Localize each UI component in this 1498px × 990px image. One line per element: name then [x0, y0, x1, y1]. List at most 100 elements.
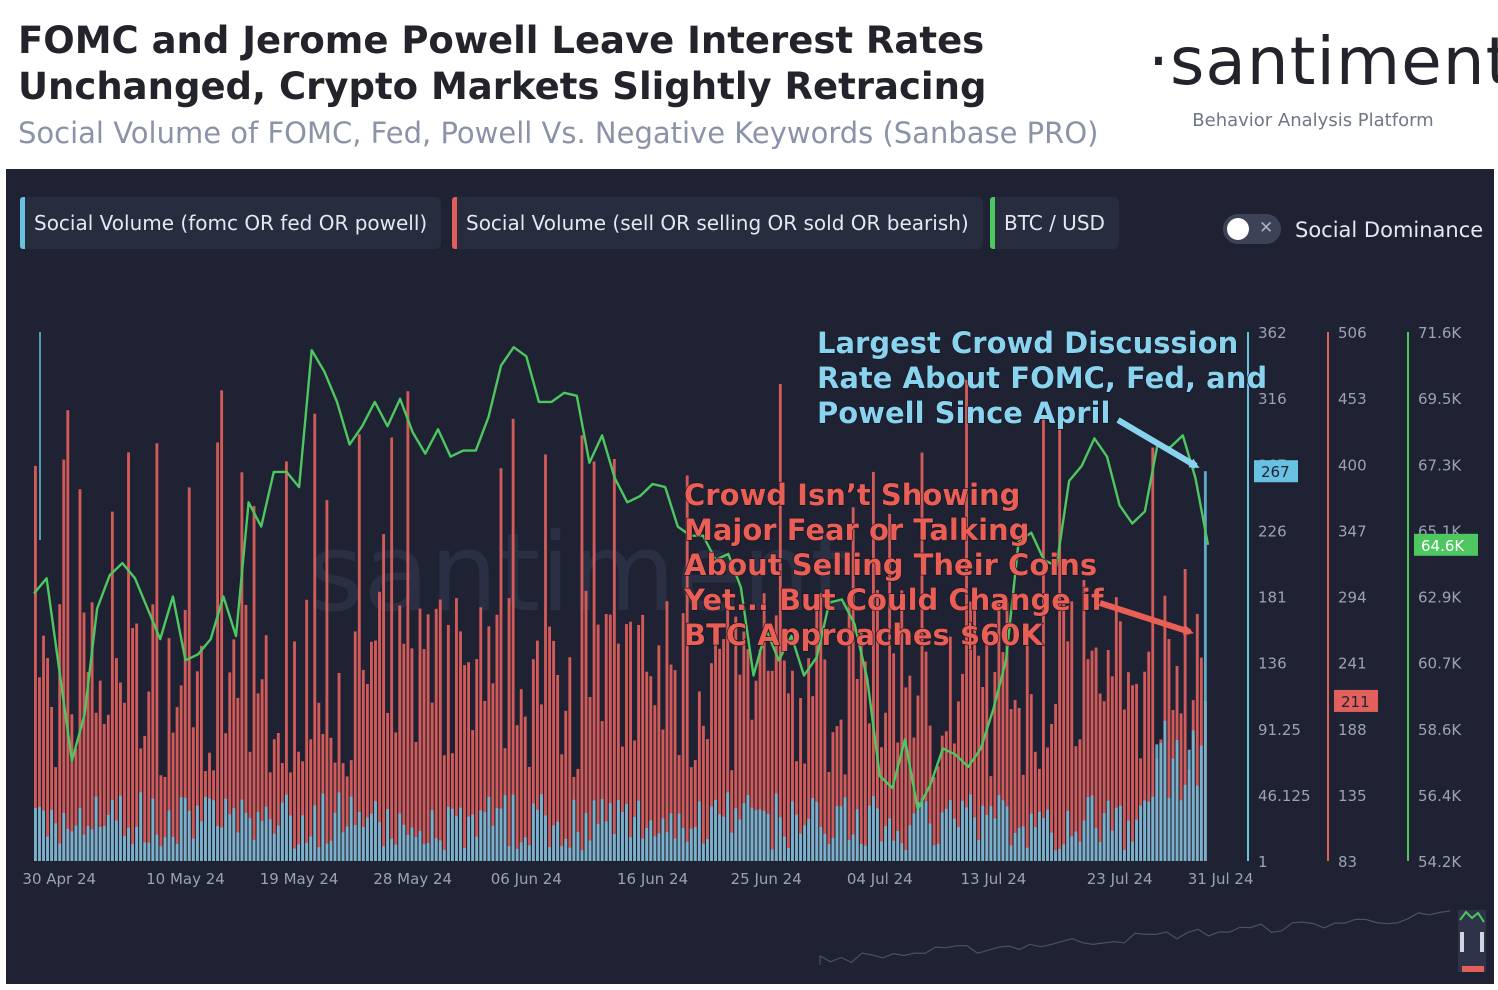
negative-bar	[685, 475, 689, 861]
fomc-bar	[499, 808, 503, 861]
negative-bar	[827, 771, 831, 861]
negative-bar	[110, 511, 114, 861]
fomc-bar	[722, 816, 726, 861]
fomc-bar	[1155, 744, 1159, 861]
negative-bar	[495, 614, 499, 861]
fomc-bar	[1167, 797, 1171, 861]
fomc-bar	[430, 810, 434, 861]
fomc-bar	[394, 844, 398, 861]
fomc-bar	[993, 818, 997, 861]
fomc-bar	[1025, 847, 1029, 861]
fomc-bar	[1191, 730, 1195, 861]
btc-tick-label: 54.2K	[1418, 853, 1462, 871]
fomc-bar	[940, 812, 944, 861]
negative-bar	[892, 653, 896, 861]
fomc-bar	[693, 827, 697, 861]
fomc-bar	[1090, 795, 1094, 861]
legend-item-negative[interactable]: Social Volume (sell OR selling OR sold O…	[452, 197, 983, 249]
negative-bar	[535, 640, 539, 861]
legend-item-btc[interactable]: BTC / USD	[990, 197, 1119, 249]
social-dominance-toggle[interactable]: ✕	[1223, 214, 1281, 244]
fomc-bar	[1058, 848, 1062, 861]
negative-bar	[859, 628, 863, 861]
negative-bar	[531, 659, 535, 861]
fomc-bar	[1183, 784, 1187, 861]
negative-bar	[855, 679, 859, 861]
fomc-bar	[661, 818, 665, 861]
negative-bar	[527, 766, 531, 861]
fomc-tick-label: 136	[1258, 655, 1287, 673]
fomc-bar	[564, 839, 568, 861]
annotation-negative-text: BTC Approaches $60K	[684, 618, 1044, 652]
negative-bar	[119, 682, 122, 861]
fomc-bar	[123, 836, 126, 861]
fomc-bar	[159, 846, 163, 861]
negative-bar	[1009, 709, 1013, 861]
fomc-bar	[884, 826, 887, 861]
fomc-bar	[596, 823, 600, 861]
social-dominance-label: Social Dominance	[1295, 218, 1484, 242]
negative-bar	[390, 437, 394, 861]
negative-bar	[175, 707, 179, 861]
fomc-bar	[90, 829, 94, 861]
fomc-bar	[483, 812, 487, 861]
negative-bar	[341, 763, 345, 861]
legend-item-fomc[interactable]: Social Volume (fomc OR fed OR powell)	[20, 197, 442, 249]
fomc-bar	[888, 818, 892, 861]
negative-bar	[38, 677, 41, 861]
fomc-bar	[305, 842, 309, 861]
fomc-bar	[276, 825, 280, 861]
negative-bar	[920, 452, 924, 861]
negative-bar	[1074, 746, 1078, 861]
fomc-bar	[552, 825, 556, 861]
negative-bar	[374, 640, 377, 861]
negative-bar	[1167, 639, 1171, 861]
fomc-bar	[317, 847, 321, 861]
fomc-bar	[689, 828, 693, 861]
fomc-bar	[726, 792, 730, 861]
negative-bar	[365, 684, 369, 861]
fomc-bar	[811, 798, 815, 861]
page-title: FOMC and Jerome Powell Leave Interest Ra…	[18, 19, 987, 108]
fomc-bar	[1135, 819, 1138, 861]
toggle-knob	[1227, 218, 1249, 240]
fomc-bar	[572, 799, 576, 861]
fomc-bar	[580, 850, 584, 861]
negative-bar	[564, 710, 568, 861]
negative-bar	[726, 595, 730, 861]
fomc-bar	[46, 836, 49, 861]
fomc-bar	[665, 832, 669, 861]
negative-bar	[1114, 597, 1118, 861]
negative-last-value-label: 211	[1341, 693, 1370, 711]
fomc-bar	[244, 812, 248, 861]
fomc-bar	[1131, 841, 1134, 861]
negative-bar	[948, 636, 952, 861]
negative-bar	[361, 669, 365, 861]
fomc-bar	[843, 797, 847, 861]
negative-bar	[714, 630, 717, 861]
negative-bar	[807, 658, 811, 861]
negative-bar	[944, 731, 948, 861]
negative-bar	[325, 500, 329, 861]
fomc-bar	[414, 837, 418, 861]
negative-bar	[1118, 621, 1122, 861]
fomc-bar	[1159, 743, 1163, 861]
navigator[interactable]	[819, 910, 1486, 972]
negative-bar	[159, 775, 163, 861]
fomc-bar	[284, 794, 288, 861]
fomc-bar	[916, 801, 920, 861]
negative-bar	[880, 747, 883, 861]
negative-bar	[1122, 709, 1126, 861]
fomc-bar	[50, 809, 54, 861]
close-icon: ✕	[1259, 218, 1274, 238]
negative-bar	[977, 655, 981, 861]
negative-bar	[791, 670, 794, 861]
negative-bar	[329, 737, 333, 861]
fomc-bar	[519, 842, 523, 861]
negative-bar	[467, 662, 471, 861]
negative-tick-label: 400	[1338, 456, 1367, 474]
negative-bar	[163, 776, 167, 861]
fomc-bar	[1122, 849, 1126, 861]
fomc-bar	[1147, 801, 1151, 861]
btc-tick-label: 56.4K	[1418, 787, 1462, 805]
